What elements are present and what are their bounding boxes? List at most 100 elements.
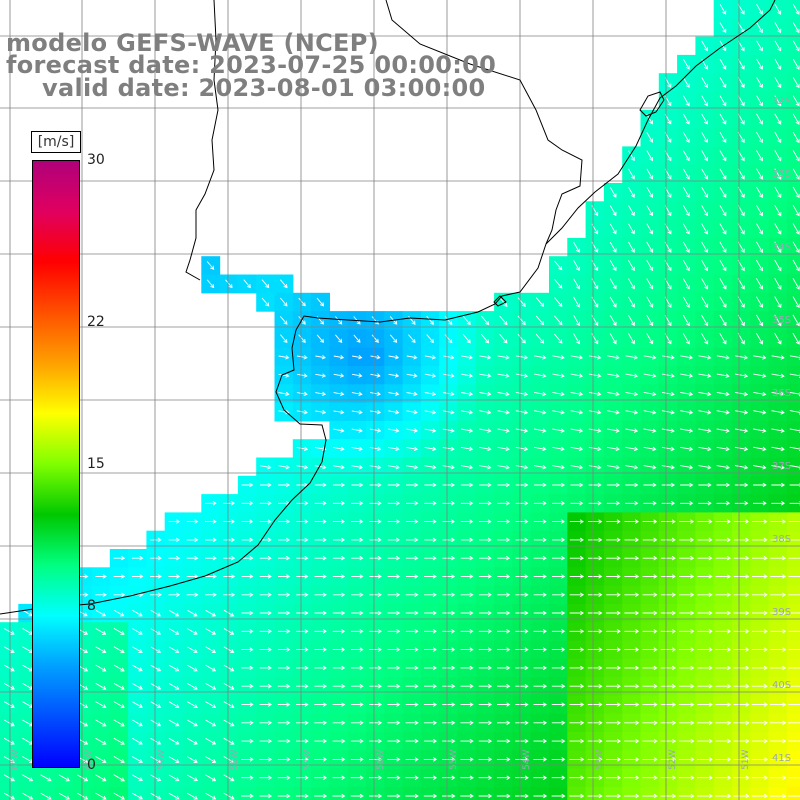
- wind-arrow: [460, 537, 474, 543]
- wind-arrow: [114, 610, 125, 617]
- wind-arrow: [296, 647, 309, 652]
- wind-arrow: [497, 555, 511, 561]
- wind-arrow: [444, 315, 453, 326]
- wind-arrow: [697, 757, 713, 762]
- wind-arrow: [792, 204, 800, 217]
- wind-arrow: [660, 592, 676, 597]
- wind-arrow: [424, 391, 437, 397]
- wind-arrow: [609, 260, 617, 272]
- wind-arrow: [478, 793, 493, 799]
- longitude-label: 52W: [668, 750, 678, 770]
- wind-arrow: [278, 519, 291, 524]
- wind-arrow: [660, 702, 677, 707]
- wind-arrow: [424, 482, 437, 488]
- wind-arrow: [150, 574, 162, 579]
- wind-arrow: [186, 574, 199, 579]
- wind-arrow: [751, 702, 768, 707]
- wind-arrow: [609, 186, 617, 198]
- colorbar-unit: [m/s]: [31, 131, 81, 153]
- wind-arrow: [387, 555, 401, 561]
- wind-arrow: [515, 464, 529, 470]
- wind-arrow: [756, 77, 763, 89]
- wind-arrow: [497, 592, 511, 597]
- wind-arrow: [205, 737, 217, 745]
- wind-arrow: [719, 131, 727, 144]
- wind-arrow: [332, 757, 346, 762]
- wind-arrow: [661, 428, 675, 433]
- wind-speed-cell: [311, 786, 330, 800]
- wind-arrow: [442, 665, 456, 671]
- wind-arrow: [770, 757, 787, 762]
- wind-arrow: [771, 355, 785, 360]
- wind-arrow: [756, 223, 764, 235]
- wind-speed-cell: [201, 786, 221, 800]
- wind-arrow: [642, 629, 658, 634]
- wind-arrow: [387, 793, 401, 799]
- longitude-label: 51W: [741, 750, 751, 770]
- wind-arrow: [259, 684, 272, 689]
- wind-arrow: [515, 410, 529, 415]
- wind-arrow: [770, 629, 787, 634]
- wind-arrow: [774, 186, 782, 199]
- wind-arrow: [132, 664, 143, 672]
- wind-arrow: [770, 519, 787, 524]
- wind-arrow: [515, 720, 529, 726]
- wind-speed-cell: [640, 786, 660, 800]
- wind-arrow: [351, 446, 364, 452]
- wind-arrow: [241, 684, 254, 689]
- wind-arrow: [606, 720, 621, 726]
- wind-arrow: [332, 519, 346, 524]
- wind-arrow: [774, 241, 782, 254]
- wind-arrow: [314, 555, 327, 561]
- wind-arrow: [534, 373, 547, 378]
- wind-arrow: [660, 610, 676, 616]
- wind-arrow: [533, 793, 548, 799]
- wind-arrow: [352, 354, 363, 360]
- wind-arrow: [497, 665, 511, 671]
- wind-arrow: [517, 315, 526, 326]
- wind-arrow: [187, 646, 198, 654]
- wind-arrow: [789, 410, 800, 415]
- wind-arrow: [569, 519, 584, 524]
- wind-arrow: [113, 737, 125, 745]
- wind-arrow: [606, 647, 621, 652]
- wind-arrow: [259, 464, 272, 470]
- wind-arrow: [442, 574, 456, 579]
- wind-arrow: [353, 334, 361, 343]
- wind-arrow: [734, 373, 749, 379]
- wind-arrow: [150, 683, 162, 690]
- wind-arrow: [223, 774, 235, 782]
- wind-arrow: [643, 410, 657, 415]
- title-forecast-date: forecast date: 2023-07-25 00:00:00: [6, 51, 497, 79]
- wind-arrow: [168, 628, 180, 635]
- wind-arrow: [406, 373, 418, 378]
- wind-arrow: [628, 186, 635, 198]
- wind-arrow: [95, 628, 107, 635]
- wind-arrow: [609, 296, 617, 308]
- wind-arrow: [461, 391, 474, 397]
- wind-arrow: [352, 373, 363, 378]
- wind-arrow: [701, 77, 708, 89]
- wind-arrow: [569, 574, 585, 579]
- wind-arrow: [569, 592, 585, 597]
- wind-arrow: [715, 738, 732, 744]
- wind-arrow: [187, 628, 198, 635]
- wind-arrow: [369, 464, 382, 470]
- wind-arrow: [625, 428, 639, 433]
- wind-arrow: [423, 775, 438, 780]
- wind-arrow: [751, 757, 769, 762]
- wind-arrow: [515, 482, 529, 488]
- wind-arrow: [734, 501, 749, 506]
- wind-arrow: [223, 737, 235, 745]
- wind-arrow: [426, 334, 434, 344]
- wind-arrow: [573, 314, 580, 327]
- wind-arrow: [424, 610, 437, 616]
- wind-arrow: [515, 775, 529, 780]
- wind-arrow: [296, 592, 309, 597]
- wind-arrow: [460, 702, 474, 707]
- wind-arrow: [552, 555, 566, 561]
- wind-arrow: [442, 592, 456, 597]
- wind-arrow: [277, 720, 291, 726]
